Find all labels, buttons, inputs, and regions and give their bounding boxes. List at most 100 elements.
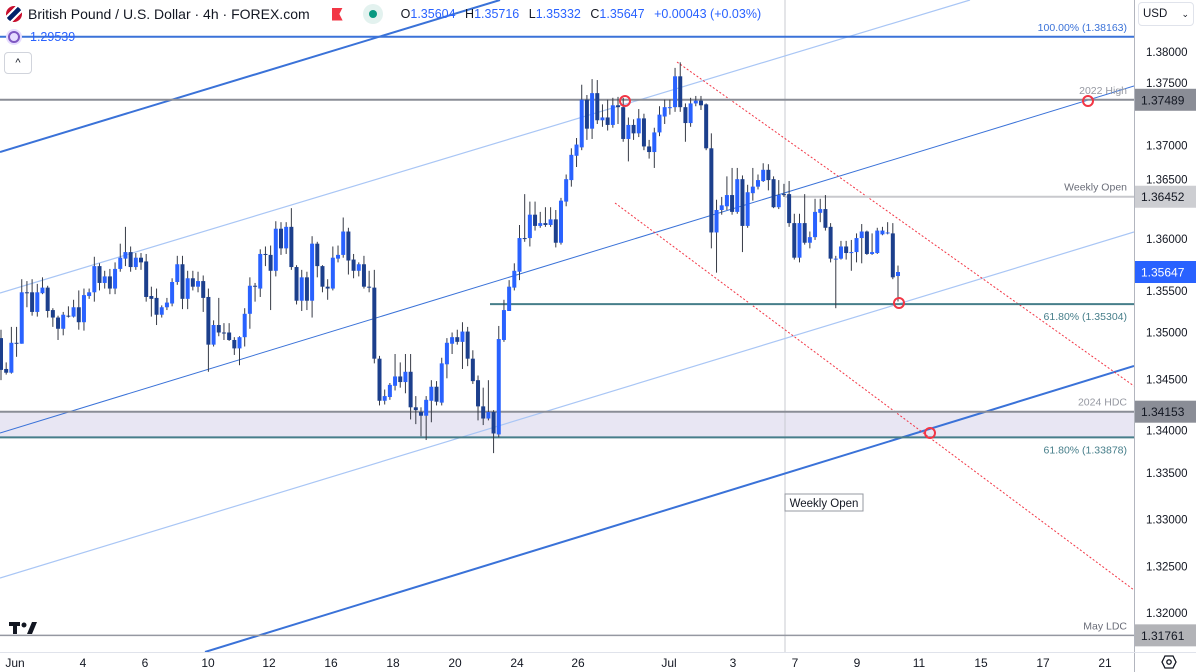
candle xyxy=(133,253,138,270)
candle xyxy=(196,271,201,293)
candle-body xyxy=(818,209,823,213)
candle xyxy=(787,181,792,227)
candle xyxy=(61,311,66,336)
candle xyxy=(9,326,14,374)
candle-body xyxy=(429,386,434,401)
candle xyxy=(698,95,703,110)
time-tick-label: 12 xyxy=(262,656,276,670)
candle xyxy=(4,362,9,375)
candle-body xyxy=(875,230,880,254)
candle xyxy=(460,322,465,369)
weekly-open-marker-box xyxy=(784,493,864,512)
level-price-badge xyxy=(1135,400,1196,423)
candle xyxy=(828,223,833,263)
upper-red-dotted-trendline xyxy=(676,61,1134,387)
candle xyxy=(24,281,29,308)
candle xyxy=(730,167,735,215)
candle-body xyxy=(564,179,569,202)
time-tick-label: 11 xyxy=(913,656,926,670)
candle-body xyxy=(346,231,351,261)
candle-body xyxy=(149,296,154,299)
candle-body xyxy=(211,325,216,345)
symbol-title[interactable]: British Pound / U.S. Dollar · 4h · FOREX… xyxy=(28,6,310,22)
candle xyxy=(870,233,875,255)
candle xyxy=(838,240,843,260)
candle xyxy=(40,277,45,295)
candle-body xyxy=(590,93,595,129)
candle-body xyxy=(849,252,854,254)
candle xyxy=(56,315,61,340)
candle-body xyxy=(673,76,678,108)
candle-body xyxy=(595,93,600,121)
price-tick-label: 1.32000 xyxy=(1146,608,1188,620)
candle xyxy=(310,236,315,318)
level-price-badge-text: 1.36452 xyxy=(1141,190,1185,204)
candle-body xyxy=(118,257,123,269)
candle xyxy=(180,255,185,310)
level-price-badge xyxy=(1135,624,1196,647)
candle-body xyxy=(709,148,714,233)
level-label: 2022 High xyxy=(1079,85,1127,97)
candle xyxy=(382,389,387,405)
candle xyxy=(776,180,781,210)
candle xyxy=(273,221,278,277)
candle-body xyxy=(543,223,548,225)
candle xyxy=(636,109,641,138)
candle xyxy=(896,265,901,302)
candle-body xyxy=(828,226,833,259)
candle-body xyxy=(616,105,621,108)
candle xyxy=(890,223,895,280)
candle-body xyxy=(683,107,688,124)
candle-body xyxy=(201,281,206,298)
candle-body xyxy=(128,252,133,268)
candle xyxy=(211,320,216,347)
candle xyxy=(823,195,828,231)
candle-body xyxy=(657,114,662,133)
candle xyxy=(641,113,646,151)
candle xyxy=(294,265,299,305)
candle xyxy=(361,255,366,289)
tradingview-logo xyxy=(9,620,39,641)
candle xyxy=(144,253,149,302)
candle-body xyxy=(621,107,626,139)
price-tick-label: 1.35000 xyxy=(1146,328,1188,340)
candle xyxy=(792,213,797,260)
candle-body xyxy=(418,411,423,416)
candle-body xyxy=(569,154,574,181)
candle-body xyxy=(336,254,341,259)
candle-body xyxy=(45,287,50,311)
candle-body xyxy=(864,231,869,254)
candle xyxy=(351,253,356,279)
candle-body xyxy=(491,411,496,434)
collapse-legend-button[interactable]: ^ xyxy=(4,52,32,74)
settings-icon[interactable] xyxy=(1161,654,1177,670)
currency-selector[interactable]: USD ⌄ xyxy=(1138,2,1194,26)
candle-body xyxy=(50,310,55,318)
candle-body xyxy=(761,169,766,182)
candle-body xyxy=(247,285,252,314)
candle xyxy=(408,354,413,420)
indicator-legend[interactable]: 1.29539 xyxy=(6,29,75,45)
candle-body xyxy=(626,124,631,139)
candle xyxy=(113,262,118,295)
candle xyxy=(486,380,491,421)
candle xyxy=(496,325,501,438)
candle xyxy=(149,286,154,317)
level-label: 100.00% (1.38163) xyxy=(1038,22,1127,34)
red-flag-icon[interactable] xyxy=(331,7,343,21)
candle-body xyxy=(584,99,589,129)
candle-body xyxy=(838,246,843,259)
candle xyxy=(470,350,475,384)
price-tick-label: 1.33000 xyxy=(1146,515,1188,527)
candle xyxy=(771,176,776,209)
candle xyxy=(227,323,232,341)
candle-body xyxy=(351,259,356,271)
candle-body xyxy=(206,296,211,345)
candle-body xyxy=(403,371,408,383)
price-tick-label: 1.35500 xyxy=(1146,286,1188,298)
candle xyxy=(880,226,885,236)
candle-body xyxy=(310,243,315,301)
candle-body xyxy=(802,223,807,243)
level-label: 61.80% (1.33878) xyxy=(1044,444,1127,456)
